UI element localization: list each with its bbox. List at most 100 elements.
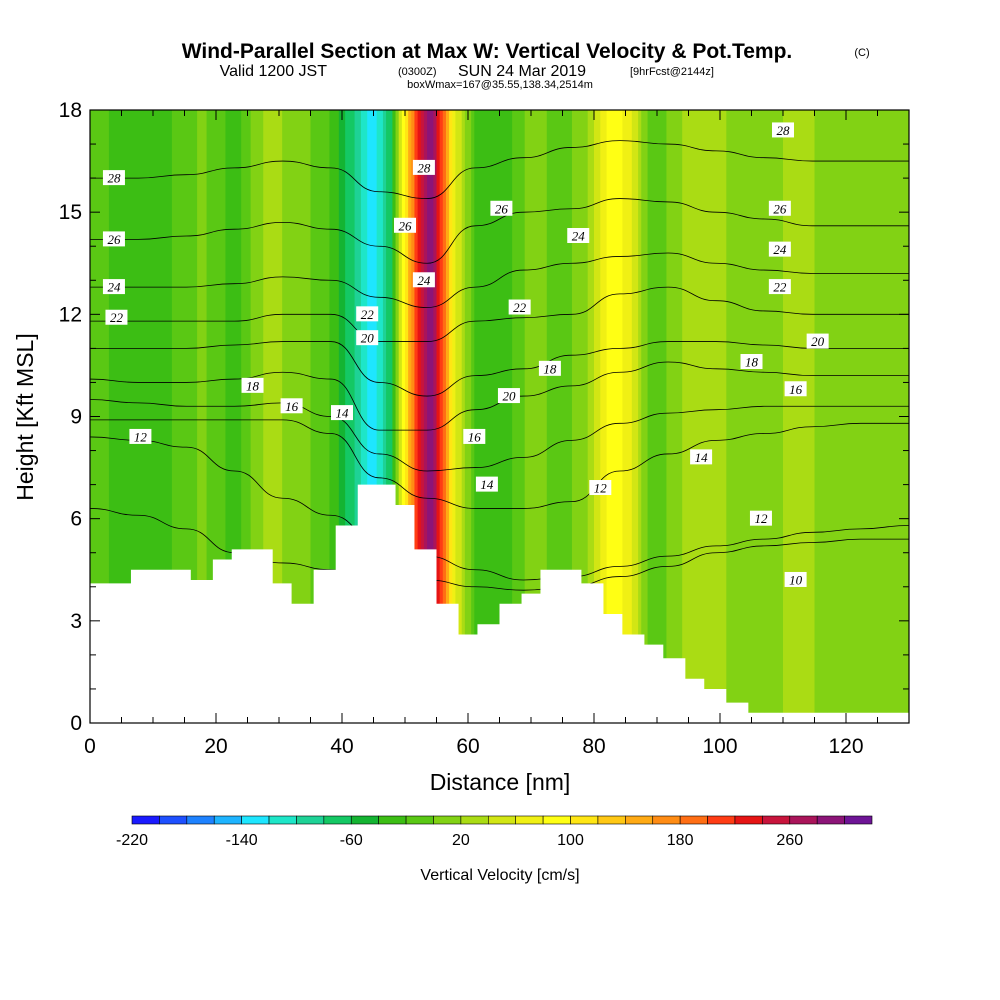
velocity-column [200,110,204,723]
velocity-column [584,110,589,723]
velocity-column [738,110,743,723]
velocity-column [382,110,387,723]
contour-label-box [497,388,520,404]
contour-label-text: 12 [134,429,148,444]
velocity-column [99,110,104,723]
velocity-column [723,110,727,723]
velocity-column [253,110,258,723]
velocity-column [379,110,384,723]
contour-label: 20 [356,330,379,346]
velocity-column [524,110,529,723]
velocity-column [628,110,633,723]
velocity-column [486,110,491,723]
velocity-column [578,110,582,723]
velocity-column [795,110,800,723]
velocity-column [786,110,790,723]
velocity-column [846,110,850,723]
velocity-column [282,110,286,723]
colorbar-tick-labels: -220 -140 -60 20 100 180 260 [116,832,803,849]
contour-label: 20 [806,333,829,349]
velocity-column [376,110,381,723]
velocity-column [455,110,460,723]
contour-label-text: 26 [773,201,787,216]
velocity-column [354,110,359,723]
velocity-column [256,110,261,723]
contour-label-box [768,200,791,216]
velocity-column [792,110,797,723]
contour-label: 24 [412,272,435,288]
contour-label-box [784,381,807,397]
colorbar-swatch [405,815,434,825]
velocity-column [430,110,434,723]
velocity-column [398,110,403,723]
velocity-column [716,110,721,723]
y-tick-label: 9 [70,406,82,429]
colorbar-swatch [597,815,626,825]
velocity-column [537,110,542,723]
velocity-column [641,110,645,723]
colorbar-tick-label: -60 [340,832,363,849]
contour-label-box [102,279,125,295]
velocity-column [748,110,753,723]
y-axis-label: Height [Kft MSL] [12,333,38,500]
velocity-column [433,110,438,723]
velocity-column [219,110,223,723]
velocity-column [458,110,463,723]
velocity-column [140,110,145,723]
velocity-column [401,110,406,723]
x-axis-label: Distance [nm] [430,769,571,795]
contour-label: 16 [463,428,486,444]
theta-contours [90,140,909,591]
velocity-column [811,110,816,723]
contour-label: 10 [784,571,807,587]
velocity-column [631,110,636,723]
velocity-column [779,110,784,723]
velocity-column [279,110,283,723]
velocity-column [360,110,365,723]
velocity-column [515,110,519,723]
velocity-column [754,110,759,723]
velocity-column [291,110,296,723]
velocity-column [266,110,271,723]
velocity-column [102,110,107,723]
contour-label: 14 [475,476,498,492]
contour-label-text: 16 [468,429,482,444]
contour-label-box [768,241,791,257]
velocity-column [304,110,308,723]
velocity-column [559,110,564,723]
contour-label-box [490,200,513,216]
contour-label: 26 [394,217,416,233]
velocity-column [209,110,214,723]
contour-label-text: 16 [789,382,803,397]
contour-label: 24 [102,279,125,295]
velocity-column [269,110,274,723]
velocity-column [575,110,579,723]
colorbar-swatch [131,815,160,825]
colorbar-swatch [296,815,325,825]
velocity-column [886,110,891,723]
velocity-column [496,110,501,723]
y-tick-label: 15 [59,201,82,224]
theta-contour-28 [90,140,909,199]
copyright-mark: (C) [854,47,869,59]
contour-label: 24 [567,228,590,244]
velocity-column [480,110,485,723]
velocity-column [682,110,686,723]
velocity-column [625,110,630,723]
x-tick-label: 100 [702,735,737,758]
velocity-column [852,110,857,723]
velocity-column [666,110,671,723]
velocity-column [288,110,293,723]
velocity-column [124,110,129,723]
velocity-column [316,110,321,723]
velocity-column [423,110,428,723]
contour-label-box [129,428,152,444]
utc-time-label: (0300Z) [398,66,437,78]
velocity-column [118,110,123,723]
velocity-column [553,110,557,723]
velocity-column [310,110,315,723]
velocity-column [713,110,718,723]
velocity-column [565,110,570,723]
velocity-column [216,110,220,723]
